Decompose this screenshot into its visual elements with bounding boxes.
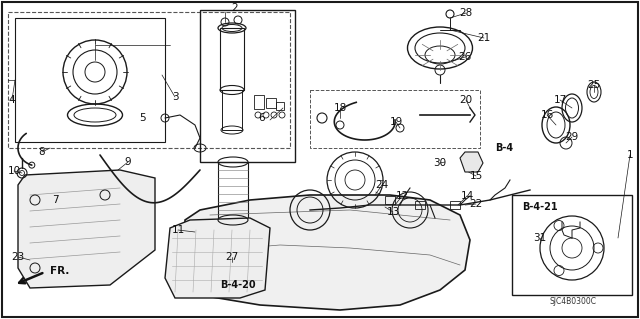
Text: FR.: FR. bbox=[50, 266, 69, 276]
Bar bbox=[450, 201, 460, 209]
Text: 23: 23 bbox=[12, 252, 24, 262]
Text: 13: 13 bbox=[387, 207, 399, 217]
Bar bbox=[218, 162, 248, 220]
Bar bbox=[200, 10, 295, 162]
Polygon shape bbox=[18, 170, 155, 288]
Text: 15: 15 bbox=[469, 171, 483, 181]
Text: 4: 4 bbox=[9, 95, 15, 105]
Text: 26: 26 bbox=[458, 52, 472, 62]
Text: 21: 21 bbox=[477, 33, 491, 43]
Polygon shape bbox=[185, 195, 470, 310]
Text: 1: 1 bbox=[627, 150, 634, 160]
Text: 7: 7 bbox=[52, 195, 58, 205]
Bar bbox=[276, 102, 284, 110]
Bar bbox=[512, 195, 632, 295]
Text: 5: 5 bbox=[140, 113, 147, 123]
Text: 28: 28 bbox=[460, 8, 472, 18]
Text: 18: 18 bbox=[333, 103, 347, 113]
Text: 20: 20 bbox=[460, 95, 472, 105]
Text: 19: 19 bbox=[389, 117, 403, 127]
Text: 2: 2 bbox=[232, 3, 238, 13]
Text: B-4: B-4 bbox=[495, 143, 513, 153]
Text: 24: 24 bbox=[376, 180, 388, 190]
Text: 9: 9 bbox=[125, 157, 131, 167]
Bar bbox=[254, 95, 264, 109]
Text: 10: 10 bbox=[8, 166, 20, 176]
Polygon shape bbox=[165, 218, 270, 298]
Text: B-4-21: B-4-21 bbox=[522, 202, 558, 212]
Bar bbox=[220, 28, 244, 90]
Text: 30: 30 bbox=[433, 158, 447, 168]
Text: 12: 12 bbox=[396, 191, 408, 201]
Text: 8: 8 bbox=[38, 147, 45, 157]
Bar bbox=[310, 90, 480, 148]
Text: 25: 25 bbox=[588, 80, 600, 90]
Bar bbox=[222, 90, 242, 130]
Text: SJC4B0300C: SJC4B0300C bbox=[549, 296, 596, 306]
Bar bbox=[385, 196, 395, 204]
Text: 3: 3 bbox=[172, 92, 179, 102]
Text: 17: 17 bbox=[554, 95, 566, 105]
Text: 22: 22 bbox=[469, 199, 483, 209]
Bar bbox=[8, 12, 290, 148]
Text: 31: 31 bbox=[533, 233, 547, 243]
Text: 11: 11 bbox=[172, 225, 184, 235]
Text: 6: 6 bbox=[259, 113, 266, 123]
Bar bbox=[415, 201, 425, 209]
Text: 27: 27 bbox=[225, 252, 239, 262]
Text: B-4-20: B-4-20 bbox=[220, 280, 256, 290]
Bar bbox=[15, 18, 165, 142]
Polygon shape bbox=[460, 152, 483, 172]
Text: 16: 16 bbox=[540, 110, 554, 120]
Bar bbox=[266, 98, 276, 108]
Text: 14: 14 bbox=[460, 191, 474, 201]
Text: 29: 29 bbox=[565, 132, 579, 142]
